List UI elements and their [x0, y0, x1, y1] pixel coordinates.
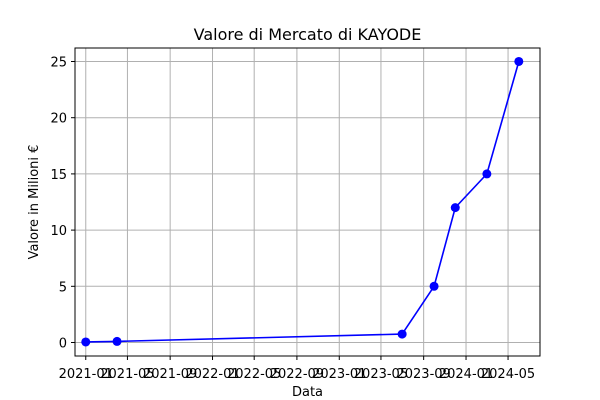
x-tick-label: 2022-09 [270, 367, 324, 382]
x-tick-label: 2024-05 [481, 367, 535, 382]
series-layer [81, 56, 524, 347]
y-tick-label: 10 [50, 224, 67, 239]
x-axis-label: Data [292, 385, 323, 400]
y-tick-label: 5 [59, 280, 67, 295]
y-tick-label: 20 [50, 112, 67, 127]
x-tick-label: 2023-09 [396, 367, 450, 382]
x-axis: 2021-012021-052021-092022-012022-052022-… [59, 356, 535, 382]
x-tick-label: 2023-01 [312, 367, 366, 382]
y-axis-label: Valore in Milioni € [27, 145, 42, 260]
plot-frame [74, 47, 541, 357]
x-tick-label: 2022-05 [227, 367, 281, 382]
x-tick-label: 2022-01 [185, 367, 239, 382]
x-tick-label: 2021-05 [100, 367, 154, 382]
x-tick-label: 2021-01 [59, 367, 113, 382]
data-point [450, 203, 460, 213]
y-axis: 0 5 10 15 20 25 [50, 55, 75, 352]
data-point [514, 56, 524, 66]
x-tick-label: 2023-05 [354, 367, 408, 382]
y-tick-label: 25 [50, 55, 67, 70]
grid [75, 48, 540, 356]
chart-title: Valore di Mercato di KAYODE [194, 25, 422, 44]
data-point [482, 169, 492, 179]
x-tick-label: 2024-01 [439, 367, 493, 382]
data-point [429, 281, 439, 291]
series-line [85, 61, 520, 343]
y-tick-label: 15 [50, 168, 67, 183]
data-point [397, 329, 407, 339]
y-tick-label: 0 [59, 337, 67, 352]
data-point [81, 337, 91, 347]
data-point [112, 336, 122, 346]
x-tick-label: 2021-09 [143, 367, 197, 382]
